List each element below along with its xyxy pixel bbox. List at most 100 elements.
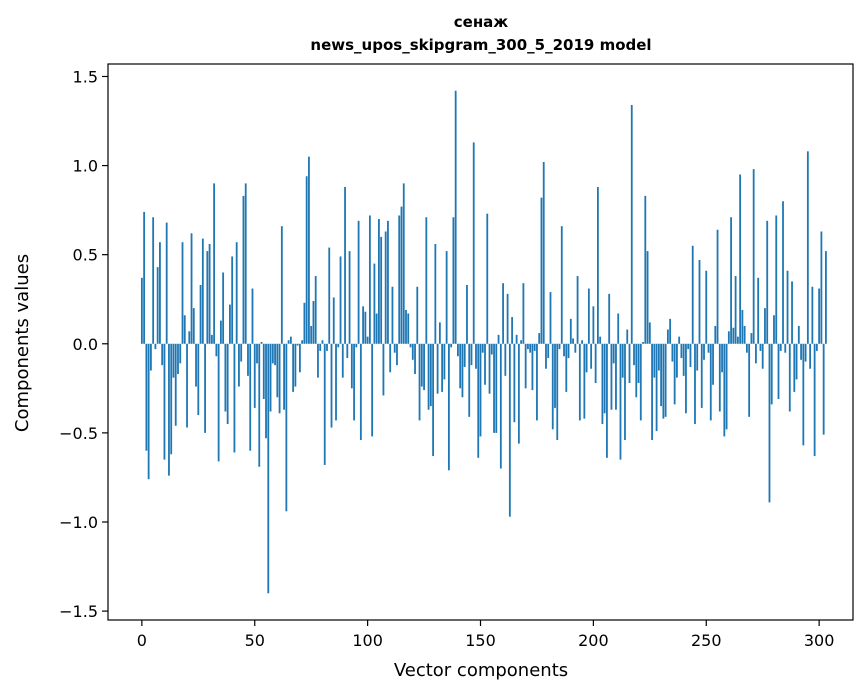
bar [432, 343, 434, 457]
bar-series [140, 90, 827, 594]
bar [761, 343, 764, 369]
bar [716, 229, 719, 344]
y-axis-ticks: 1.5 1.0 0.5 0.0 −0.5 −1.0 −1.5 [59, 67, 108, 621]
bar [260, 342, 263, 344]
bar [511, 317, 514, 344]
bar [312, 301, 315, 344]
y-tick-label: −1.5 [59, 602, 98, 621]
bar [782, 201, 784, 344]
bar [741, 309, 744, 344]
bar [398, 215, 401, 344]
bar [497, 334, 500, 344]
bar [736, 336, 739, 344]
bar [454, 90, 457, 344]
bar [603, 343, 606, 414]
bar [303, 302, 306, 344]
bar [441, 343, 444, 392]
bar [350, 343, 353, 389]
bar [676, 343, 678, 378]
bar [183, 315, 186, 344]
bar [549, 292, 552, 344]
bar [251, 288, 254, 344]
bar [405, 309, 407, 344]
bar [820, 231, 823, 344]
bar [495, 343, 498, 433]
bar [174, 343, 177, 426]
bar [233, 343, 236, 453]
bar [407, 313, 410, 344]
bar [653, 343, 656, 378]
bar [750, 333, 753, 344]
bar [488, 343, 491, 394]
bar [822, 343, 825, 435]
bar [423, 343, 425, 391]
bar [314, 276, 317, 344]
x-tick-label: 250 [691, 631, 722, 650]
bar [287, 340, 290, 344]
bar [615, 343, 617, 410]
bar [366, 336, 369, 344]
bar [298, 343, 301, 373]
bar [800, 343, 802, 360]
bar [208, 243, 211, 344]
bar [384, 231, 387, 344]
bar [775, 215, 778, 344]
bar [186, 343, 188, 428]
bar [508, 343, 511, 517]
bar [651, 343, 653, 441]
bar [463, 343, 466, 367]
bar [204, 343, 206, 433]
bar [165, 222, 168, 344]
bar [504, 343, 507, 376]
bar [565, 343, 568, 392]
bar [274, 343, 276, 366]
bar [700, 343, 703, 408]
y-axis-label: Components values [12, 254, 33, 432]
bar [578, 343, 581, 421]
bar [285, 343, 288, 512]
bar [540, 197, 543, 344]
bar [773, 315, 775, 344]
bar [680, 343, 683, 359]
bar [542, 162, 545, 344]
bar [723, 343, 726, 437]
bar [599, 336, 602, 344]
bar [493, 343, 495, 433]
bar [499, 343, 502, 469]
bar [348, 251, 351, 344]
bar [371, 343, 374, 437]
bar [466, 284, 468, 344]
bar [145, 343, 148, 451]
bar [219, 320, 222, 344]
bar [317, 343, 319, 378]
bar [359, 343, 362, 441]
bar [294, 343, 297, 387]
bar [673, 343, 676, 405]
bar [536, 343, 538, 421]
x-tick-label: 150 [465, 631, 496, 650]
bar [739, 174, 742, 344]
bar [156, 267, 159, 344]
bar [506, 293, 509, 344]
bar [784, 343, 787, 353]
bar [612, 343, 615, 364]
bar [305, 176, 308, 344]
y-tick-label: −0.5 [59, 424, 98, 443]
bar [524, 343, 527, 389]
bar [757, 277, 760, 344]
bar [752, 169, 755, 344]
bar [522, 283, 525, 344]
bar [269, 343, 272, 412]
bar [662, 343, 665, 419]
bar [267, 343, 270, 594]
bar [626, 329, 629, 344]
x-axis-label: Vector components [394, 660, 568, 681]
bar [445, 251, 448, 344]
bar [718, 343, 721, 412]
bar [484, 343, 486, 385]
bar [373, 263, 376, 344]
bar [574, 343, 577, 353]
bar [226, 343, 229, 424]
bar [734, 276, 737, 344]
